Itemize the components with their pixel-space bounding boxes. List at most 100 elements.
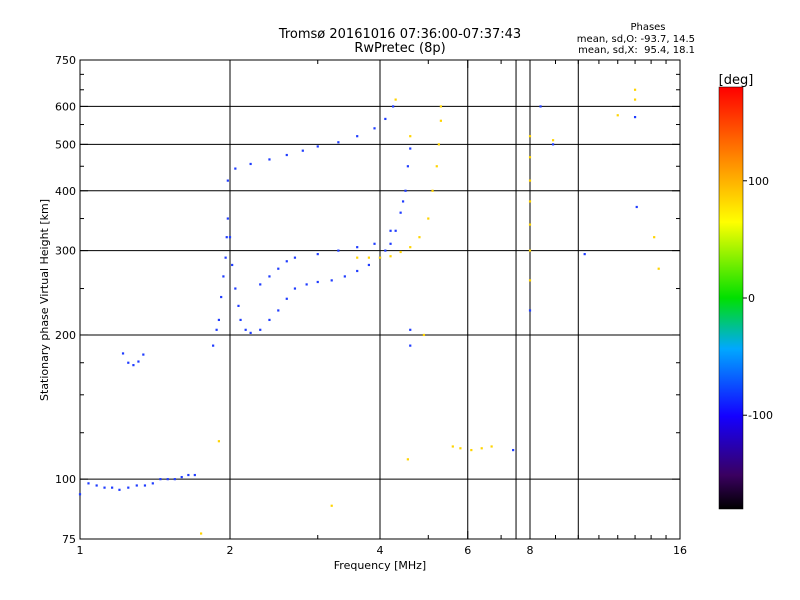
data-point — [87, 482, 90, 485]
data-point — [121, 352, 125, 355]
data-point — [528, 156, 532, 159]
y-tick-label: 500 — [55, 138, 76, 151]
data-point — [293, 256, 297, 259]
x-tick-label: 1 — [77, 544, 84, 557]
x-tick-label: 6 — [464, 544, 471, 557]
data-point — [285, 153, 288, 157]
data-point — [217, 318, 220, 322]
data-point — [528, 309, 532, 312]
data-point — [151, 482, 154, 485]
data-point — [127, 361, 130, 364]
data-point — [528, 279, 532, 282]
data-point — [231, 263, 234, 267]
data-point — [228, 236, 232, 239]
data-point — [633, 115, 637, 119]
data-point — [237, 304, 240, 307]
data-point — [356, 135, 359, 138]
data-point — [330, 504, 333, 507]
data-point — [418, 236, 421, 239]
data-point — [409, 344, 412, 347]
data-point — [512, 448, 515, 452]
data-point — [215, 328, 218, 331]
data-points — [78, 88, 660, 535]
data-point — [239, 318, 242, 322]
data-point — [616, 114, 619, 117]
data-point — [173, 478, 176, 481]
x-tick-label: 8 — [527, 544, 534, 557]
data-point — [95, 484, 98, 487]
data-point — [337, 249, 340, 252]
data-point — [222, 275, 225, 278]
data-point — [389, 229, 392, 232]
data-point — [394, 229, 397, 232]
data-point — [226, 179, 229, 182]
data-point — [633, 98, 637, 101]
data-point — [293, 287, 297, 290]
data-point — [653, 236, 656, 239]
data-point — [234, 287, 237, 290]
grid-lines — [80, 60, 680, 539]
data-point — [384, 249, 387, 252]
data-point — [431, 189, 434, 192]
data-point — [633, 88, 637, 91]
data-point — [583, 253, 586, 256]
y-tick-label: 400 — [55, 185, 76, 198]
data-point — [409, 246, 412, 249]
x-tick-label: 4 — [377, 544, 384, 557]
data-point — [180, 475, 183, 479]
y-tick-label: 300 — [55, 245, 76, 258]
chart-subtitle: RwPretec (8p) — [354, 41, 446, 56]
data-point — [528, 135, 532, 138]
data-point — [249, 162, 252, 166]
y-tick-label: 600 — [55, 100, 76, 113]
data-point — [356, 246, 359, 249]
data-point — [389, 242, 392, 245]
data-point — [118, 488, 121, 491]
data-point — [373, 242, 376, 245]
data-point — [439, 105, 442, 108]
data-point — [78, 493, 82, 496]
data-point — [193, 473, 196, 477]
colorbar — [719, 87, 743, 509]
data-point — [356, 269, 359, 273]
phase-o-stats: mean, sd,O: -93.7, 14.5 — [576, 34, 695, 45]
data-point — [111, 486, 114, 489]
y-axis-label: Stationary phase Virtual Height [km] — [38, 199, 51, 401]
data-point — [406, 458, 409, 461]
data-point — [142, 353, 145, 356]
data-point — [490, 445, 493, 448]
data-point — [356, 256, 359, 259]
data-point — [657, 267, 660, 270]
data-point — [528, 179, 532, 182]
data-point — [212, 344, 215, 347]
data-point — [268, 318, 271, 322]
data-point — [259, 328, 262, 331]
data-point — [422, 333, 426, 337]
data-point — [404, 189, 407, 192]
colorbar-label: [deg] — [719, 73, 754, 88]
data-point — [406, 165, 409, 168]
data-point — [409, 135, 412, 138]
data-point — [316, 253, 319, 256]
data-point — [399, 250, 402, 254]
data-point — [277, 267, 280, 270]
data-point — [316, 280, 319, 284]
data-point — [528, 249, 532, 252]
colorbar-tick-label: 0 — [748, 292, 755, 305]
data-point — [635, 205, 638, 209]
data-point — [378, 256, 382, 259]
data-point — [285, 260, 288, 263]
colorbar-tick-label: 100 — [748, 175, 769, 188]
data-point — [143, 484, 147, 487]
data-point — [384, 117, 387, 121]
data-point — [437, 143, 440, 146]
y-tick-label: 100 — [55, 473, 76, 486]
data-point — [244, 328, 247, 331]
data-point — [166, 478, 169, 481]
data-point — [392, 105, 395, 108]
data-point — [249, 331, 252, 334]
data-point — [268, 158, 271, 161]
data-point — [459, 447, 462, 450]
data-point — [480, 447, 483, 450]
y-tick-label: 200 — [55, 329, 76, 342]
